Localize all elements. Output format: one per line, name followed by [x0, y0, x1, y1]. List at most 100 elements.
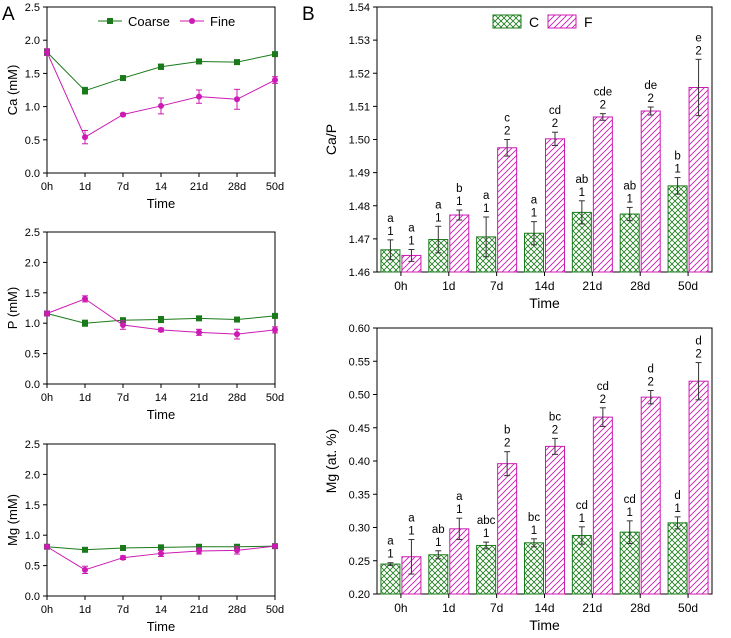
- a1-point-fine: [82, 134, 88, 141]
- a2-ytick-label: 0.5: [25, 349, 40, 361]
- chart-mg-line: 0.0 0.5 1.0 1.5 2.0 2.5 0h 1d 7d 14 21d 28d 50d Time M…: [5, 439, 284, 634]
- a3-point-fine: [158, 550, 164, 557]
- b2-group-label: 1: [387, 549, 393, 561]
- b2-xtick-label: 14d: [534, 601, 554, 615]
- a2-ytick-label: 1.0: [25, 318, 40, 330]
- b2-letter-label: cd: [576, 500, 588, 512]
- b1-xtick-label: 28d: [630, 279, 650, 293]
- a3-ytick-label: 1.5: [25, 500, 40, 512]
- b1-xtick-label: 1d: [442, 279, 455, 293]
- b1-ylabel: Ca/P: [323, 124, 339, 155]
- b2-bar-c: [476, 544, 497, 595]
- b1-group-label: 2: [504, 126, 510, 138]
- b1-group-label: 1: [456, 196, 462, 208]
- a2-point-coarse: [196, 315, 202, 322]
- b2-letter-label: bc: [528, 512, 540, 524]
- b2-bar-c: [524, 542, 544, 595]
- b1-ytick-label: 1.50: [349, 135, 370, 147]
- b2-ytick-label: 0.60: [349, 323, 370, 335]
- b2-group-label: 1: [674, 503, 680, 515]
- a1-ytick-label: 2.0: [25, 35, 40, 47]
- a3-point-fine: [82, 566, 88, 573]
- a2-xtick-label: 50d: [266, 392, 284, 404]
- b1-letter-label: a: [387, 213, 394, 225]
- b2-group-label: 1: [579, 513, 585, 525]
- a3-ytick-label: 0.5: [25, 561, 40, 573]
- b1-group-label: 2: [600, 100, 606, 112]
- b1-ytick-label: 1.47: [349, 234, 370, 246]
- a1-point-fine: [158, 102, 164, 109]
- a1-ytick-label: 1.0: [25, 102, 40, 114]
- a1-point-fine: [272, 77, 278, 84]
- b2-bar-f: [688, 380, 709, 595]
- legend-f-swatch: [547, 14, 577, 29]
- a2-point-coarse: [120, 317, 126, 324]
- chart-ca-line: 0.0 0.5 1.0 1.5 2.0 2.5 0h 1d 7d 14 21d 28d 50d Time C…: [5, 2, 284, 211]
- b2-bar-c: [380, 563, 401, 595]
- b2-group-label: 2: [695, 349, 701, 361]
- b2-bar-f: [545, 445, 565, 595]
- a3-point-coarse: [158, 544, 164, 551]
- b1-group-label: 1: [531, 208, 537, 220]
- a2-ytick-label: 0.0: [25, 379, 40, 391]
- a1-point-coarse: [158, 63, 164, 70]
- b2-bar-f: [497, 463, 518, 595]
- b1-ytick-label: 1.54: [349, 2, 370, 14]
- a2-point-coarse: [234, 316, 240, 323]
- a3-ytick-label: 2.5: [25, 439, 40, 451]
- a2-frame: [46, 231, 276, 385]
- b2-ytick-label: 0.50: [349, 390, 370, 402]
- a3-xtick-label: 21d: [190, 604, 208, 616]
- b2-xtick-label: 0h: [394, 601, 407, 615]
- b2-xtick-label: 50d: [678, 601, 698, 615]
- a1-ytick-label: 0.5: [25, 135, 40, 147]
- b1-letter-label: b: [456, 183, 462, 195]
- b2-bar-f: [640, 396, 661, 595]
- b1-bar-f: [449, 214, 470, 273]
- b1-bar-f: [545, 138, 565, 273]
- a1-xlabel: Time: [147, 196, 175, 211]
- b2-xlabel: Time: [529, 617, 560, 633]
- legend-c-swatch: [492, 14, 522, 29]
- a2-point-fine: [120, 322, 126, 329]
- a2-point-fine: [44, 310, 50, 317]
- a2-xtick-label: 1d: [79, 392, 91, 404]
- b2-ylabel: Mg (at. %): [323, 429, 339, 494]
- legend-f-label: F: [584, 14, 593, 30]
- b1-bar-f: [497, 147, 518, 273]
- a2-point-fine: [158, 326, 164, 333]
- a3-point-coarse: [82, 546, 88, 553]
- b2-ytick-label: 0.40: [349, 456, 370, 468]
- a1-ytick-label: 1.5: [25, 68, 40, 80]
- b2-ytick-label: 0.30: [349, 523, 370, 535]
- b1-xtick-label: 14d: [534, 279, 554, 293]
- b2-group-label: 2: [504, 438, 510, 450]
- b2-group-label: 2: [600, 394, 606, 406]
- a3-ytick-label: 1.0: [25, 530, 40, 542]
- b2-ytick-label: 0.20: [349, 589, 370, 601]
- a3-xtick-label: 7d: [117, 604, 129, 616]
- b2-group-label: 2: [552, 424, 558, 436]
- b1-group-label: 1: [408, 235, 414, 247]
- a3-ylabel: Mg (mM): [5, 494, 20, 546]
- b1-ytick-label: 1.53: [349, 35, 370, 47]
- b2-bar-f: [592, 416, 613, 595]
- a1-ytick-label: 0.0: [25, 168, 40, 180]
- b1-ytick-label: 1.51: [349, 101, 370, 113]
- a3-point-coarse: [120, 544, 126, 551]
- a2-point-coarse: [272, 312, 278, 319]
- a1-xtick-label: 14: [155, 181, 167, 193]
- b1-bar-c: [619, 213, 640, 273]
- a3-xtick-label: 50d: [266, 604, 284, 616]
- a1-xtick-label: 1d: [79, 181, 91, 193]
- b2-letter-label: d: [695, 336, 701, 348]
- b1-ytick-label: 1.48: [349, 201, 370, 213]
- b2-letter-label: abc: [477, 515, 496, 527]
- b2-letter-label: bc: [549, 411, 561, 423]
- legend-coarse-marker: [107, 18, 113, 24]
- a2-xtick-label: 21d: [190, 392, 208, 404]
- b1-letter-label: a: [435, 199, 442, 211]
- a2-point-coarse: [158, 316, 164, 323]
